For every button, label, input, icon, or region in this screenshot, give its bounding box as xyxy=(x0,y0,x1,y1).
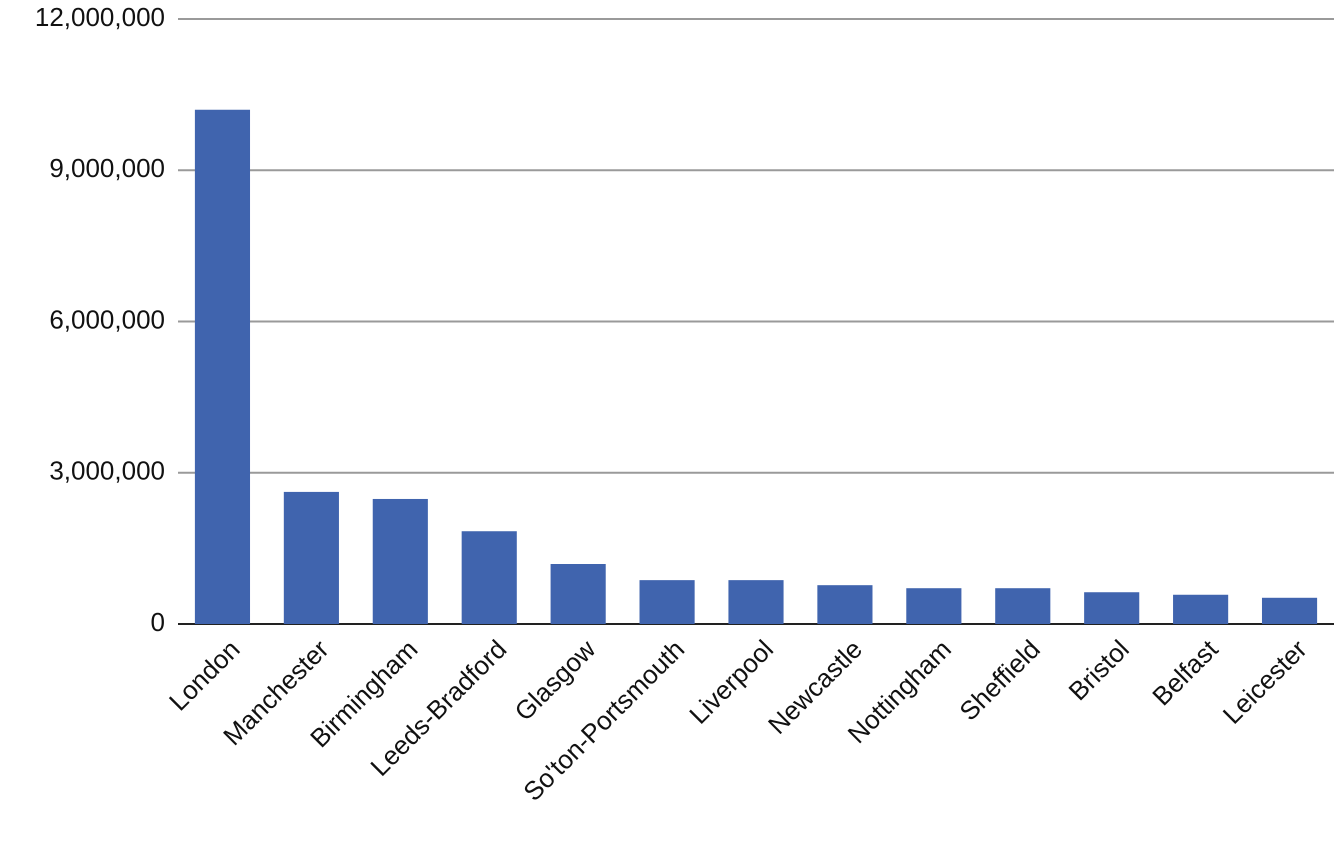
y-tick-label: 3,000,000 xyxy=(49,456,165,486)
x-tick-label: Belfast xyxy=(1146,633,1224,711)
x-tick-label: Sheffield xyxy=(953,634,1045,726)
y-tick-label: 6,000,000 xyxy=(49,304,165,334)
x-tick-label: Glasgow xyxy=(509,634,602,727)
x-tick-label: London xyxy=(163,634,246,717)
y-tick-label: 9,000,000 xyxy=(49,153,165,183)
bar xyxy=(550,564,606,624)
bar xyxy=(906,588,962,624)
bar xyxy=(728,580,784,624)
bar xyxy=(194,109,251,624)
bar xyxy=(639,580,695,624)
y-tick-label: 12,000,000 xyxy=(35,2,165,32)
x-tick-label: So'ton-Portsmouth xyxy=(517,634,690,807)
bar xyxy=(283,491,339,624)
x-tick-label: Bristol xyxy=(1062,634,1134,706)
bar xyxy=(1261,597,1318,624)
bar xyxy=(817,585,873,624)
x-tick-label: Leicester xyxy=(1217,634,1313,730)
y-tick-label: 0 xyxy=(151,607,165,637)
bar xyxy=(372,498,428,624)
bar xyxy=(995,588,1051,624)
bar xyxy=(1084,592,1140,624)
bar xyxy=(461,531,517,624)
bar xyxy=(1173,594,1229,624)
